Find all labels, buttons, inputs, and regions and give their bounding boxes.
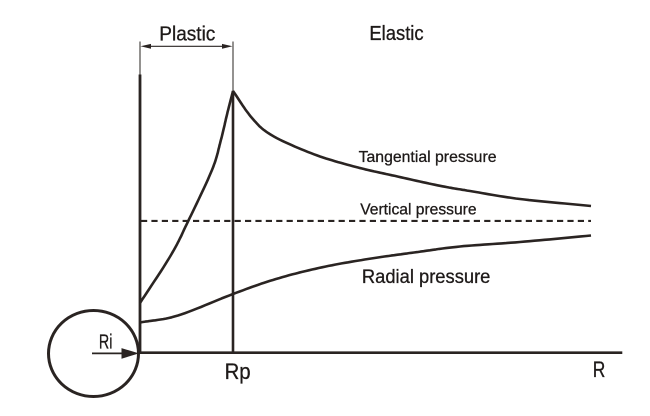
svg-text:Radial pressure: Radial pressure (362, 267, 491, 288)
svg-text:Rp: Rp (225, 359, 251, 384)
svg-text:Ri: Ri (99, 332, 113, 354)
svg-text:Plastic: Plastic (159, 24, 215, 46)
svg-text:Vertical pressure: Vertical pressure (360, 202, 476, 219)
svg-text:Elastic: Elastic (369, 23, 423, 45)
svg-text:R: R (593, 357, 606, 382)
svg-text:Tangential pressure: Tangential pressure (359, 149, 497, 166)
